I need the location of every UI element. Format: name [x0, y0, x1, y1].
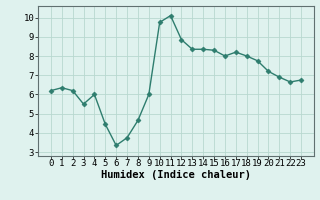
X-axis label: Humidex (Indice chaleur): Humidex (Indice chaleur)	[101, 170, 251, 180]
